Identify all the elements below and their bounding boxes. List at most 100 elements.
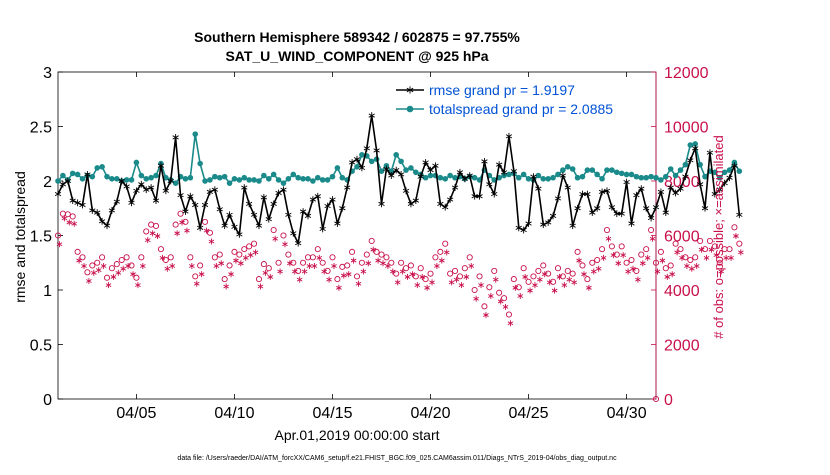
rmse-point — [344, 184, 351, 191]
obs-assimilated-point — [223, 283, 229, 290]
totalspread-point — [422, 174, 429, 181]
obs-assimilated-point — [169, 263, 176, 270]
rmse-point — [510, 167, 518, 175]
obs-assimilated-point — [566, 276, 573, 283]
rmse-point — [540, 221, 547, 228]
rmse-point — [461, 175, 469, 183]
rmse-point — [662, 209, 669, 217]
totalspread-point — [236, 177, 243, 183]
obs-assimilated-point — [507, 320, 514, 327]
obs-assimilated-point — [630, 265, 636, 272]
totalspread-point — [736, 168, 743, 174]
rmse-point — [314, 192, 321, 200]
rmse-line — [57, 114, 741, 244]
rmse-point — [682, 173, 689, 181]
obs-possible-point — [378, 251, 385, 258]
obs-assimilated-point — [639, 260, 646, 267]
obs-assimilated-point — [551, 287, 558, 294]
y-axis-right-label: # of obs: o=possible; ×=assimilated — [711, 135, 726, 338]
obs-assimilated-point — [179, 219, 185, 226]
rmse-point — [69, 197, 76, 205]
obs-possible-point — [652, 259, 660, 266]
obs-possible-point — [363, 251, 370, 258]
footer-data-file: data file: /Users/raeder/DAI/ATM_forcXX/… — [177, 455, 617, 462]
rmse-point — [113, 198, 120, 206]
rmse-point — [628, 220, 635, 227]
rmse-point — [152, 197, 160, 205]
totalspread-point — [515, 174, 522, 181]
rmse-point — [647, 214, 655, 222]
obs-assimilated-point — [644, 254, 651, 261]
rmse-point — [530, 173, 537, 181]
obs-possible-point — [285, 251, 292, 258]
obs-possible-point — [672, 240, 679, 247]
rmse-point — [265, 215, 272, 223]
totalspread-point — [207, 177, 213, 183]
totalspread-point — [339, 174, 346, 181]
rmse-point — [736, 211, 743, 219]
obs-possible-point — [187, 254, 194, 261]
rmse-point — [706, 149, 714, 157]
rmse-point — [726, 174, 733, 182]
obs-assimilated-point — [728, 254, 734, 261]
totalspread-point — [172, 180, 179, 186]
totalspread-point — [408, 165, 414, 171]
obs-assimilated-point — [340, 272, 347, 279]
obs-assimilated-point — [492, 276, 499, 283]
obs-possible-series — [54, 210, 743, 403]
rmse-point — [603, 187, 611, 195]
rmse-point — [177, 191, 184, 199]
obs-assimilated-point — [517, 293, 524, 299]
obs-assimilated-point — [380, 260, 386, 267]
obs-possible-point — [123, 254, 130, 261]
rmse-point — [255, 222, 263, 230]
obs-possible-point — [241, 246, 248, 253]
x-tick-label: 04/30 — [607, 405, 647, 422]
totalspread-point — [334, 165, 341, 171]
rmse-point — [466, 172, 473, 179]
obs-possible-point — [711, 243, 718, 250]
totalspread-point — [628, 171, 635, 178]
obs-possible-point — [99, 254, 106, 261]
obs-assimilated-point — [595, 265, 602, 272]
obs-assimilated-point — [698, 246, 705, 253]
obs-assimilated-point — [56, 241, 63, 248]
totalspread-point — [241, 174, 248, 181]
obs-assimilated-point — [684, 263, 690, 270]
obs-assimilated-point — [277, 268, 283, 275]
rmse-point — [138, 180, 145, 188]
obs-assimilated-point — [76, 257, 82, 264]
x-tick-label: 04/25 — [509, 405, 549, 422]
obs-assimilated-point — [610, 252, 617, 259]
obs-assimilated-point — [537, 276, 543, 283]
rmse-point — [123, 183, 130, 190]
obs-possible-point — [255, 276, 263, 283]
obs-assimilated-point — [336, 284, 342, 291]
obs-possible-point — [64, 211, 71, 218]
obs-possible-point — [525, 278, 532, 285]
obs-possible-point — [388, 259, 395, 266]
obs-possible-point — [246, 243, 253, 250]
totalspread-point — [359, 152, 365, 158]
obs-possible-point — [574, 248, 581, 255]
totalspread-point — [109, 176, 115, 182]
rmse-point — [98, 217, 106, 225]
obs-possible-point — [594, 256, 601, 264]
rmse-point — [584, 190, 591, 198]
obs-assimilated-point — [233, 257, 239, 264]
rmse-point — [84, 171, 91, 178]
rmse-point — [167, 177, 174, 185]
obs-possible-point — [540, 262, 547, 269]
totalspread-point — [672, 172, 679, 179]
rmse-point — [260, 193, 268, 201]
totalspread-point — [471, 174, 478, 181]
rmse-point — [304, 212, 312, 220]
rmse-point — [731, 162, 738, 170]
obs-possible-point — [221, 276, 228, 283]
obs-possible-point — [726, 246, 733, 253]
rmse-point — [564, 184, 571, 191]
totalspread-point — [442, 176, 449, 182]
obs-possible-point — [349, 248, 356, 255]
obs-assimilated-point — [326, 276, 332, 283]
rmse-point — [143, 186, 150, 194]
